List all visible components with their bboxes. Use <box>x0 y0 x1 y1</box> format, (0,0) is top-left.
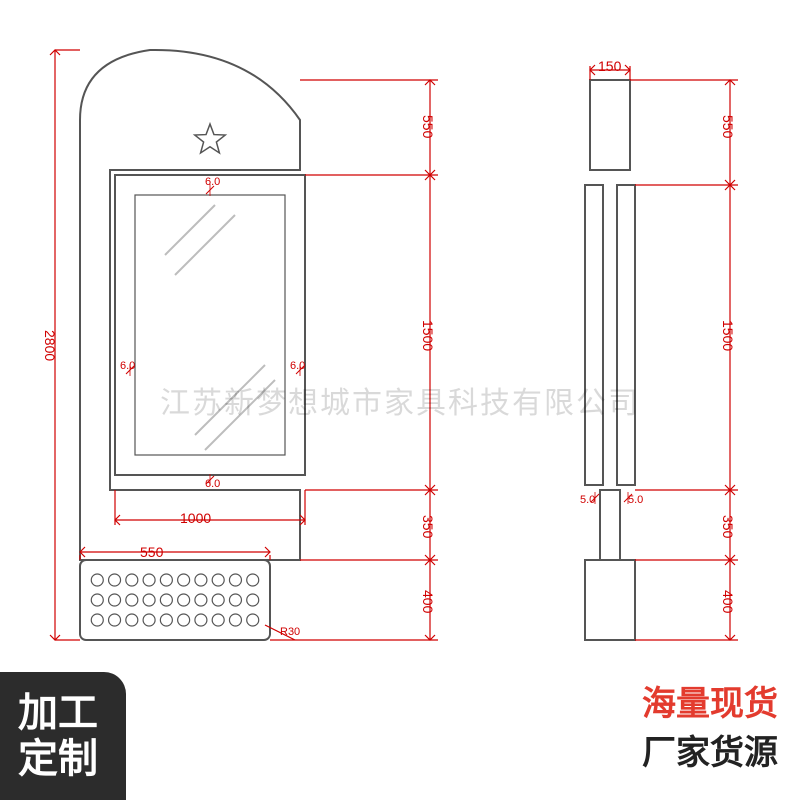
dim-side-400: 400 <box>720 590 736 613</box>
dim-side-350: 350 <box>720 515 736 538</box>
dim-side-1500: 1500 <box>720 320 736 351</box>
callout-s1: 5.0 <box>628 494 643 506</box>
callout-f1: 6.0 <box>120 360 135 372</box>
dim-front-base-w: 550 <box>140 544 163 560</box>
dim-front-total-h: 2800 <box>42 330 58 361</box>
processing-badge: 加工 定制 <box>0 672 126 800</box>
technical-drawing <box>0 0 800 660</box>
footer-line2: 厂家货源 <box>642 725 778 774</box>
dim-front-1500: 1500 <box>420 320 436 351</box>
callout-f3: 6.0 <box>205 478 220 490</box>
dim-side-550: 550 <box>720 115 736 138</box>
dim-side-top-w: 150 <box>598 58 621 74</box>
callout-f4: R30 <box>280 626 300 638</box>
badge-line1: 加工 <box>18 690 98 736</box>
callout-s0: 5.0 <box>580 494 595 506</box>
callout-f2: 6.0 <box>290 360 305 372</box>
badge-line2: 定制 <box>18 736 98 782</box>
dim-front-550: 550 <box>420 115 436 138</box>
footer-line1: 海量现货 <box>642 676 778 725</box>
dim-front-350: 350 <box>420 515 436 538</box>
dim-front-panel-w: 1000 <box>180 510 211 526</box>
footer-right: 海量现货 厂家货源 <box>642 676 778 774</box>
dim-front-400: 400 <box>420 590 436 613</box>
callout-f0: 6.0 <box>205 176 220 188</box>
